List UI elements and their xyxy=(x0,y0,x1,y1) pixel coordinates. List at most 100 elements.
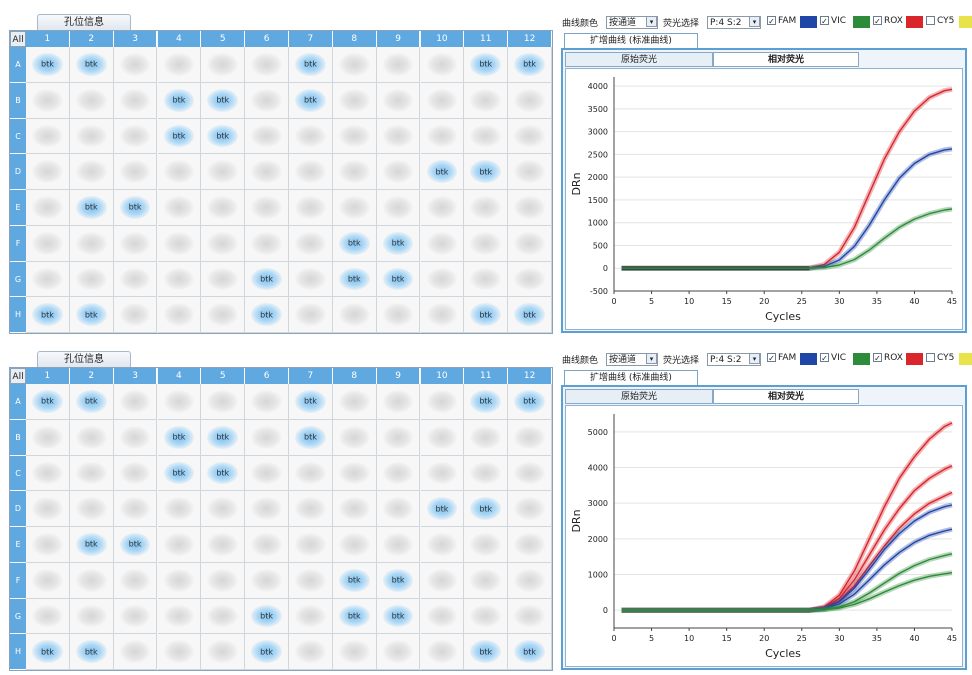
well-H9[interactable] xyxy=(376,297,421,333)
well-H2[interactable]: btk xyxy=(69,297,114,333)
well-D1[interactable] xyxy=(26,491,70,527)
well-G10[interactable] xyxy=(420,598,465,635)
well-E9[interactable] xyxy=(376,527,421,563)
tab-relative-fluorescence[interactable]: 相对荧光 xyxy=(713,389,859,404)
dye-checkbox-cy5[interactable] xyxy=(926,353,935,362)
well-H3[interactable] xyxy=(113,634,158,670)
well-G12[interactable] xyxy=(508,598,552,635)
tab-amplification[interactable]: 扩增曲线 (标准曲线) xyxy=(564,33,698,49)
well-F12[interactable] xyxy=(508,225,552,262)
well-B10[interactable] xyxy=(420,419,465,456)
well-D6[interactable] xyxy=(245,154,289,190)
well-H3[interactable] xyxy=(113,297,158,333)
well-F9[interactable]: btk xyxy=(376,225,421,262)
row-header-C[interactable]: C xyxy=(10,455,26,492)
well-B11[interactable] xyxy=(464,419,509,456)
well-H10[interactable] xyxy=(420,297,465,333)
well-A11[interactable]: btk xyxy=(464,384,509,420)
row-header-G[interactable]: G xyxy=(10,261,26,298)
well-G6[interactable]: btk xyxy=(245,598,289,635)
column-header-8[interactable]: 8 xyxy=(332,368,377,384)
well-G9[interactable]: btk xyxy=(376,261,421,298)
dye-checkbox-fam[interactable]: ✓ xyxy=(767,16,776,26)
well-C12[interactable] xyxy=(508,455,552,492)
well-E11[interactable] xyxy=(464,527,509,563)
well-A7[interactable]: btk xyxy=(289,47,333,83)
row-header-D[interactable]: D xyxy=(10,491,26,527)
well-B4[interactable]: btk xyxy=(157,419,202,456)
well-H7[interactable] xyxy=(289,297,333,333)
dye-checkbox-vic[interactable]: ✓ xyxy=(820,353,829,363)
well-D9[interactable] xyxy=(376,491,421,527)
column-header-8[interactable]: 8 xyxy=(332,31,377,47)
well-A9[interactable] xyxy=(376,384,421,420)
well-D7[interactable] xyxy=(289,491,333,527)
column-header-12[interactable]: 12 xyxy=(508,368,552,384)
well-H9[interactable] xyxy=(376,634,421,670)
column-header-11[interactable]: 11 xyxy=(464,368,509,384)
well-E1[interactable] xyxy=(26,190,70,226)
well-E3[interactable]: btk xyxy=(113,190,158,226)
well-F3[interactable] xyxy=(113,225,158,262)
row-header-C[interactable]: C xyxy=(10,118,26,155)
well-G3[interactable] xyxy=(113,598,158,635)
well-B2[interactable] xyxy=(69,82,114,119)
well-D5[interactable] xyxy=(201,491,246,527)
well-D10[interactable]: btk xyxy=(420,154,465,190)
well-C11[interactable] xyxy=(464,118,509,155)
well-F2[interactable] xyxy=(69,225,114,262)
well-A3[interactable] xyxy=(113,384,158,420)
well-B12[interactable] xyxy=(508,82,552,119)
dye-color-swatch-rox[interactable] xyxy=(906,16,923,28)
well-D9[interactable] xyxy=(376,154,421,190)
well-G11[interactable] xyxy=(464,261,509,298)
dye-color-swatch-fam[interactable] xyxy=(800,353,817,365)
well-E2[interactable]: btk xyxy=(69,190,114,226)
well-A7[interactable]: btk xyxy=(289,384,333,420)
column-header-12[interactable]: 12 xyxy=(508,31,552,47)
well-B3[interactable] xyxy=(113,82,158,119)
well-E8[interactable] xyxy=(332,527,377,563)
well-B1[interactable] xyxy=(26,82,70,119)
well-B8[interactable] xyxy=(332,82,377,119)
chevron-down-icon[interactable]: ▾ xyxy=(749,353,760,364)
well-B6[interactable] xyxy=(245,82,289,119)
well-B5[interactable]: btk xyxy=(201,419,246,456)
well-G7[interactable] xyxy=(289,261,333,298)
well-F6[interactable] xyxy=(245,562,289,599)
well-C4[interactable]: btk xyxy=(157,455,202,492)
column-header-7[interactable]: 7 xyxy=(289,368,333,384)
chevron-down-icon[interactable]: ▾ xyxy=(646,353,657,364)
well-B3[interactable] xyxy=(113,419,158,456)
well-C5[interactable]: btk xyxy=(201,455,246,492)
well-H1[interactable]: btk xyxy=(26,297,70,333)
column-header-3[interactable]: 3 xyxy=(113,31,158,47)
well-G11[interactable] xyxy=(464,598,509,635)
well-E10[interactable] xyxy=(420,527,465,563)
well-E6[interactable] xyxy=(245,190,289,226)
well-D1[interactable] xyxy=(26,154,70,190)
well-F8[interactable]: btk xyxy=(332,562,377,599)
row-header-G[interactable]: G xyxy=(10,598,26,635)
well-E5[interactable] xyxy=(201,190,246,226)
tab-amplification[interactable]: 扩增曲线 (标准曲线) xyxy=(564,370,698,386)
select-all-button[interactable]: All xyxy=(10,368,26,384)
well-D10[interactable]: btk xyxy=(420,491,465,527)
well-A8[interactable] xyxy=(332,384,377,420)
column-header-7[interactable]: 7 xyxy=(289,31,333,47)
row-header-A[interactable]: A xyxy=(10,384,26,420)
well-F4[interactable] xyxy=(157,225,202,262)
well-H6[interactable]: btk xyxy=(245,634,289,670)
well-C7[interactable] xyxy=(289,455,333,492)
well-A11[interactable]: btk xyxy=(464,47,509,83)
well-B2[interactable] xyxy=(69,419,114,456)
well-A6[interactable] xyxy=(245,384,289,420)
well-B9[interactable] xyxy=(376,419,421,456)
fluor-select[interactable]: P:4 S:2 xyxy=(707,353,761,366)
well-E3[interactable]: btk xyxy=(113,527,158,563)
well-C9[interactable] xyxy=(376,118,421,155)
well-H12[interactable]: btk xyxy=(508,634,552,670)
well-F9[interactable]: btk xyxy=(376,562,421,599)
well-A10[interactable] xyxy=(420,47,465,83)
well-E12[interactable] xyxy=(508,527,552,563)
